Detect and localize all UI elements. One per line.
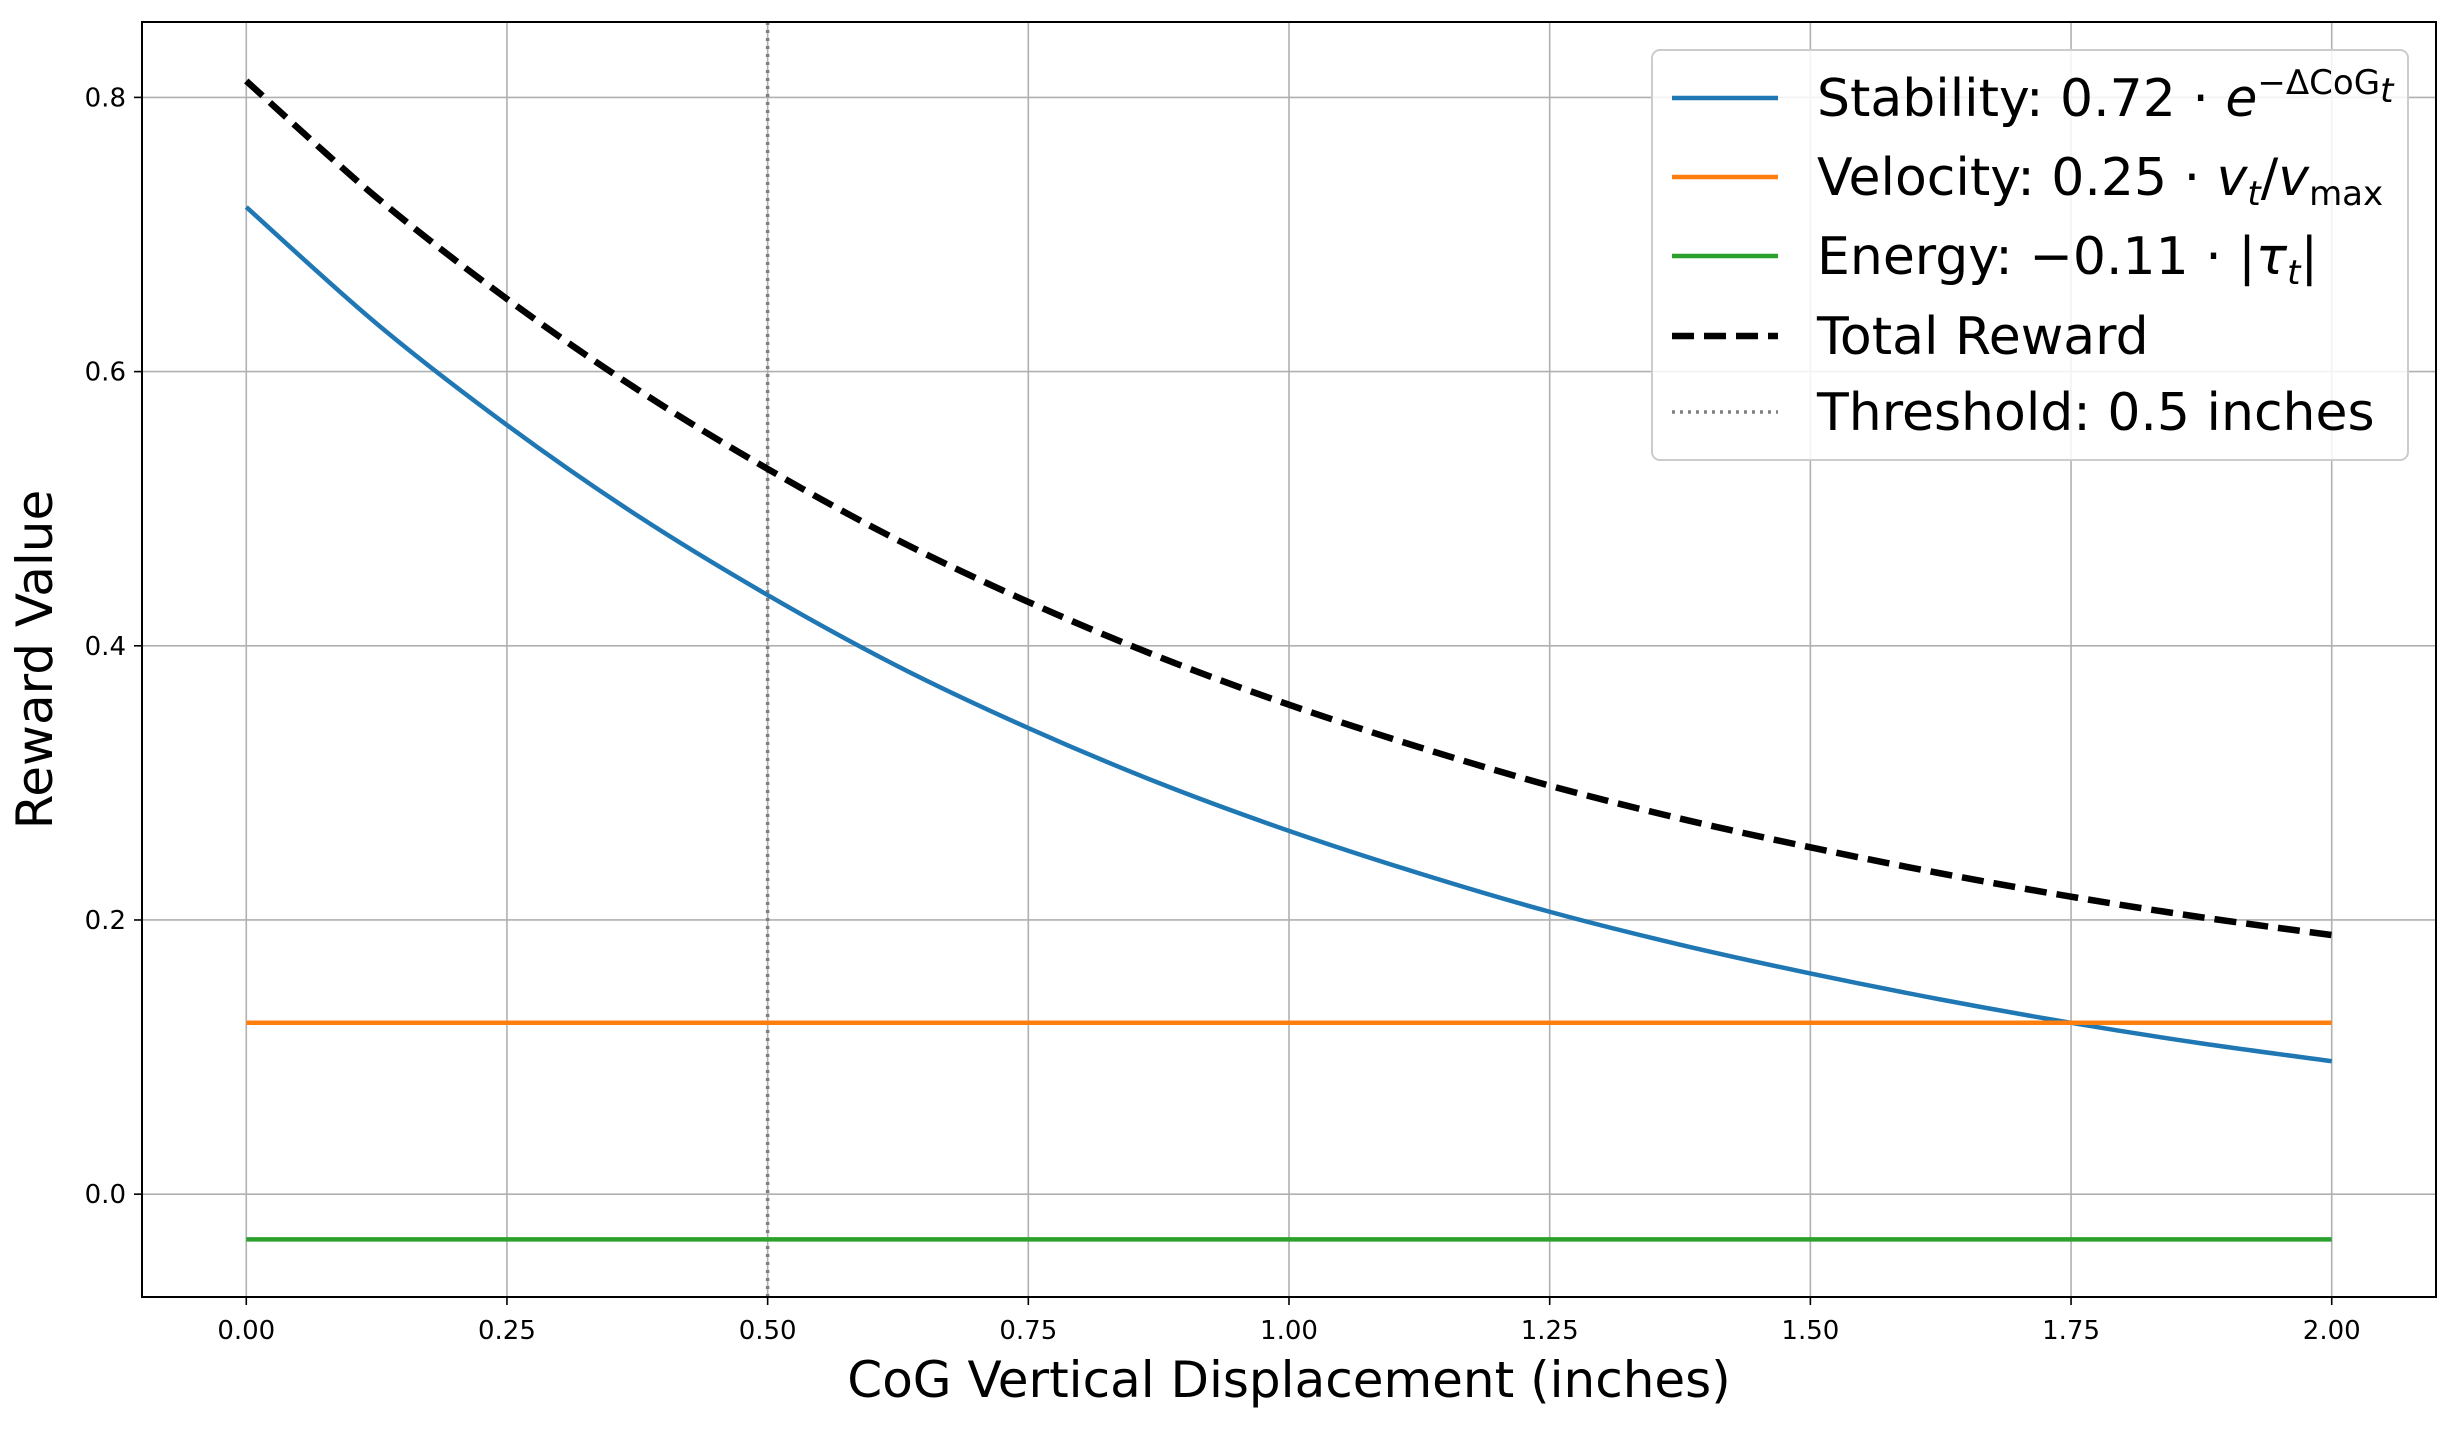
legend-velocity-v1: v <box>2217 148 2249 208</box>
x-axis-label: CoG Vertical Displacement (inches) <box>847 1351 1730 1409</box>
legend: Stability: 0.72 · e−ΔCoGt Velocity: 0.25… <box>1651 49 2409 461</box>
legend-stability-prefix: Stability: 0.72 · <box>1817 69 2225 129</box>
y-tick-label: 0.0 <box>85 1180 126 1210</box>
x-tick-label: 0.00 <box>217 1316 275 1346</box>
legend-velocity-prefix: Velocity: 0.25 · <box>1817 148 2217 208</box>
x-tick-label: 1.50 <box>1781 1316 1839 1346</box>
x-axis-ticks: 0.00 0.25 0.50 0.75 1.00 1.25 1.50 1.75 2.00 <box>217 1297 2361 1346</box>
legend-energy-suffix: | <box>2300 227 2318 287</box>
legend-entry-total: Total Reward <box>1816 307 2149 367</box>
legend-velocity-sub2: max <box>2309 174 2383 214</box>
legend-energy-prefix: Energy: −0.11 · | <box>1817 227 2256 287</box>
y-tick-label: 0.2 <box>85 906 126 936</box>
legend-stability-sup: −ΔCoG <box>2257 63 2380 103</box>
legend-entry-stability: Stability: 0.72 · e−ΔCoGt <box>1817 63 2395 129</box>
legend-energy-sub: t <box>2287 253 2302 293</box>
y-tick-label: 0.8 <box>85 83 126 113</box>
x-tick-label: 1.25 <box>1521 1316 1579 1346</box>
x-tick-label: 0.25 <box>478 1316 536 1346</box>
legend-stability-base: e <box>2225 69 2257 129</box>
series-layer <box>244 78 2333 1242</box>
series-line-stability <box>244 205 2333 1064</box>
y-tick-label: 0.6 <box>85 358 126 388</box>
x-tick-label: 1.00 <box>1260 1316 1318 1346</box>
legend-velocity-slash: / <box>2261 148 2279 208</box>
x-tick-label: 2.00 <box>2303 1316 2361 1346</box>
x-tick-label: 0.50 <box>739 1316 797 1346</box>
legend-energy-tau: τ <box>2256 227 2288 287</box>
legend-box <box>1651 49 2409 461</box>
legend-entry-velocity: Velocity: 0.25 · vt/vmax <box>1817 148 2383 214</box>
x-tick-label: 0.75 <box>999 1316 1057 1346</box>
series-line-total <box>244 78 2333 939</box>
legend-entry-energy: Energy: −0.11 · |τt| <box>1817 227 2318 293</box>
legend-velocity-sub1: t <box>2247 174 2262 214</box>
x-tick-label: 1.75 <box>2042 1316 2100 1346</box>
legend-velocity-v2: v <box>2278 148 2310 208</box>
legend-stability-sup-sub: t <box>2380 71 2395 111</box>
y-axis-label: Reward Value <box>6 490 64 829</box>
legend-entry-threshold: Threshold: 0.5 inches <box>1816 383 2375 443</box>
y-tick-label: 0.4 <box>85 632 126 662</box>
y-axis-ticks: 0.0 0.2 0.4 0.6 0.8 <box>85 83 142 1210</box>
